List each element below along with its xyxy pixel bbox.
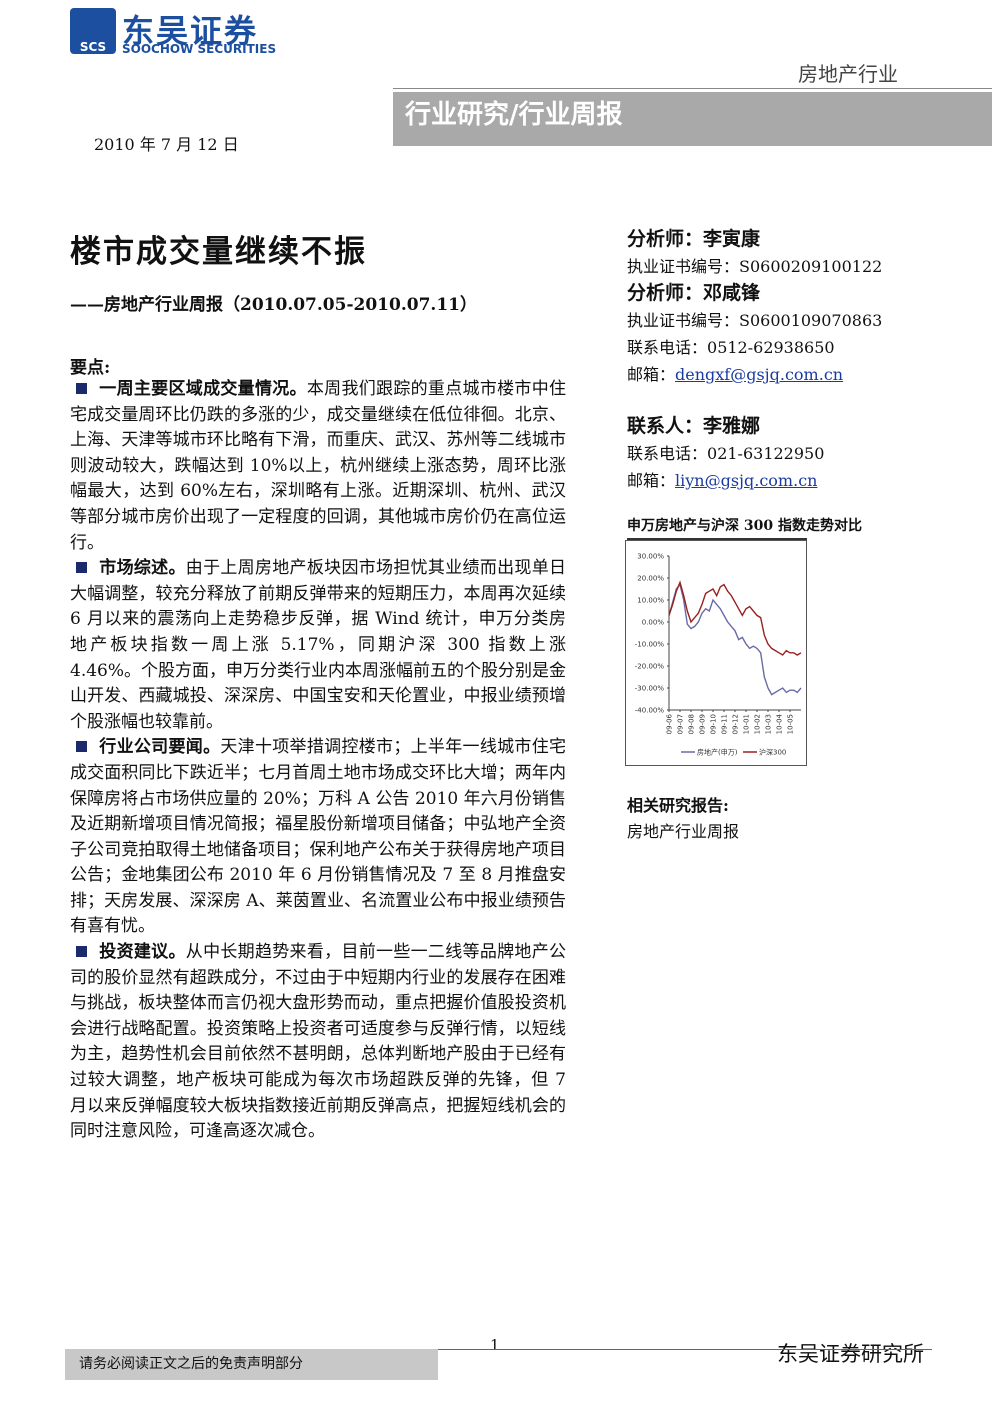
x-tick-label: 09-10: [710, 714, 718, 734]
x-tick-label: 10-04: [776, 713, 784, 734]
y-tick-label: -20.00%: [635, 663, 665, 671]
email: 邮箱：liyn@gsjq.com.cn: [627, 467, 927, 494]
contact-name: 李雅娜: [703, 415, 761, 437]
date: 2010 年 7 月 12 日: [94, 135, 239, 154]
lead: 一周主要区域成交量情况。: [99, 379, 307, 399]
cert-number: S0600209100122: [739, 257, 883, 276]
label: 联系电话：: [627, 444, 708, 463]
x-tick-label: 10-01: [743, 714, 751, 734]
contact: 联系人：李雅娜 联系电话：021-63122950 邮箱：liyn@gsjq.c…: [627, 413, 927, 494]
paragraph: 投资建议。从中长期趋势来看，目前一些一二线等品牌地产公司的股价显然有超跌成分，不…: [70, 940, 566, 1145]
banner-text: 行业研究/行业周报: [405, 100, 623, 130]
phone: 联系电话：021-63122950: [627, 440, 927, 467]
cert: 执业证书编号：S0600109070863: [627, 307, 927, 334]
label: 邮箱：: [627, 365, 676, 384]
body: 天津十项举措调控楼市；上半年一线城市住宅成交面积同比下跌近半；七月首周土地市场成…: [70, 737, 567, 937]
x-tick-label: 10-03: [765, 714, 773, 734]
label: 邮箱：: [627, 471, 676, 490]
email: 邮箱：dengxf@gsjq.com.cn: [627, 361, 927, 388]
chart-frame: [625, 540, 807, 766]
series-line: [668, 580, 802, 656]
y-tick-label: 0.00%: [642, 619, 665, 627]
paragraph: 市场综述。由于上周房地产板块因市场担忧其业绩而出现单日大幅调整，较充分释放了前期…: [70, 556, 566, 735]
analyst: 分析师：邓咸锋: [627, 280, 927, 307]
y-tick-label: 30.00%: [637, 553, 664, 561]
x-tick-label: 10-05: [787, 714, 795, 734]
phone-number: 021-63122950: [707, 444, 825, 463]
series-line: [668, 583, 802, 696]
role: 联系人：: [627, 415, 704, 437]
subtitle: ——房地产行业周报（2010.07.05-2010.07.11）: [70, 295, 477, 315]
bullet: [76, 562, 87, 574]
chart-title: 申万房地产与沪深 300 指数走势对比: [627, 515, 862, 541]
disclaimer: 请务必阅读正文之后的免责声明部分: [65, 1349, 438, 1380]
lead: 投资建议。: [99, 942, 186, 963]
related-heading: 相关研究报告:: [627, 796, 729, 815]
analyst: 分析师：李寅康: [627, 226, 927, 253]
body: 本周我们跟踪的重点城市楼市中住宅成交量周环比仍跌的多涨的少，成交量继续在低位徘徊…: [70, 379, 567, 553]
key-points-heading: 要点:: [70, 358, 111, 378]
y-tick-label: -30.00%: [635, 685, 665, 693]
logo-mark: SCS: [70, 8, 116, 54]
page-number: 1: [490, 1336, 500, 1354]
cert-number: S0600109070863: [739, 311, 883, 330]
x-tick-label: 09-08: [688, 714, 696, 734]
key-points: 一周主要区域成交量情况。本周我们跟踪的重点城市楼市中住宅成交量周环比仍跌的多涨的…: [70, 377, 566, 1145]
logo-text: 东吴证券: [122, 12, 259, 50]
title: 楼市成交量继续不振: [70, 234, 367, 270]
paragraph: 一周主要区域成交量情况。本周我们跟踪的重点城市楼市中住宅成交量周环比仍跌的多涨的…: [70, 377, 566, 556]
y-tick-label: -40.00%: [635, 707, 665, 715]
rule: [438, 1349, 932, 1350]
paragraph: 行业公司要闻。天津十项举措调控楼市；上半年一线城市住宅成交面积同比下跌近半；七月…: [70, 735, 566, 940]
analyst-name: 邓咸锋: [703, 282, 761, 304]
phone: 联系电话：0512-62938650: [627, 334, 927, 361]
institute: 东吴证券研究所: [777, 1342, 924, 1366]
chart: 30.00% 20.00% 10.00% 0.00% -10.00% -20.00% -30…: [625, 540, 807, 766]
role: 分析师：: [627, 282, 704, 304]
x-tick-label: 09-06: [666, 713, 674, 734]
body: 由于上周房地产板块因市场担忧其业绩而出现单日大幅调整，较充分释放了前期反弹带来的…: [70, 558, 567, 732]
y-tick-label: 10.00%: [637, 597, 664, 605]
y-tick-label: -10.00%: [635, 641, 665, 649]
bullet: [76, 946, 87, 958]
y-tick-label: 20.00%: [637, 575, 664, 583]
lead: 市场综述。: [99, 558, 186, 579]
label: 执业证书编号：: [627, 311, 740, 330]
legend-label: 沪深300: [759, 748, 786, 757]
phone-number: 0512-62938650: [707, 338, 835, 357]
bullet: [76, 741, 87, 753]
x-tick-label: 09-09: [699, 714, 707, 734]
related-item: 房地产行业周报: [627, 822, 740, 841]
contact-person: 联系人：李雅娜: [627, 413, 927, 440]
banner: 行业研究/行业周报: [393, 92, 992, 146]
label: 联系电话：: [627, 338, 708, 357]
x-tick-label: 09-11: [721, 714, 729, 734]
x-tick-label: 09-07: [677, 714, 685, 734]
legend-label: 房地产(申万): [697, 748, 738, 757]
analyst-name: 李寅康: [703, 228, 761, 250]
logo-subtext: SOOCHOW SECURITIES: [122, 42, 277, 56]
x-tick-label: 09-12: [732, 714, 740, 734]
bullet: [76, 383, 87, 394]
analysts: 分析师：李寅康 执业证书编号：S0600209100122 分析师：邓咸锋 执业…: [627, 226, 927, 388]
sector: 房地产行业: [798, 62, 898, 86]
body: 从中长期趋势来看，目前一些一二线等品牌地产公司的股价显然有超跌成分，不过由于中短…: [70, 942, 567, 1142]
lead: 行业公司要闻。: [99, 737, 221, 758]
role: 分析师：: [627, 228, 704, 250]
label: 执业证书编号：: [627, 257, 740, 276]
cert: 执业证书编号：S0600209100122: [627, 253, 927, 280]
email-link[interactable]: liyn@gsjq.com.cn: [675, 471, 818, 490]
rule: [393, 88, 992, 89]
email-link[interactable]: dengxf@gsjq.com.cn: [675, 365, 844, 384]
x-tick-label: 10-02: [754, 714, 762, 734]
